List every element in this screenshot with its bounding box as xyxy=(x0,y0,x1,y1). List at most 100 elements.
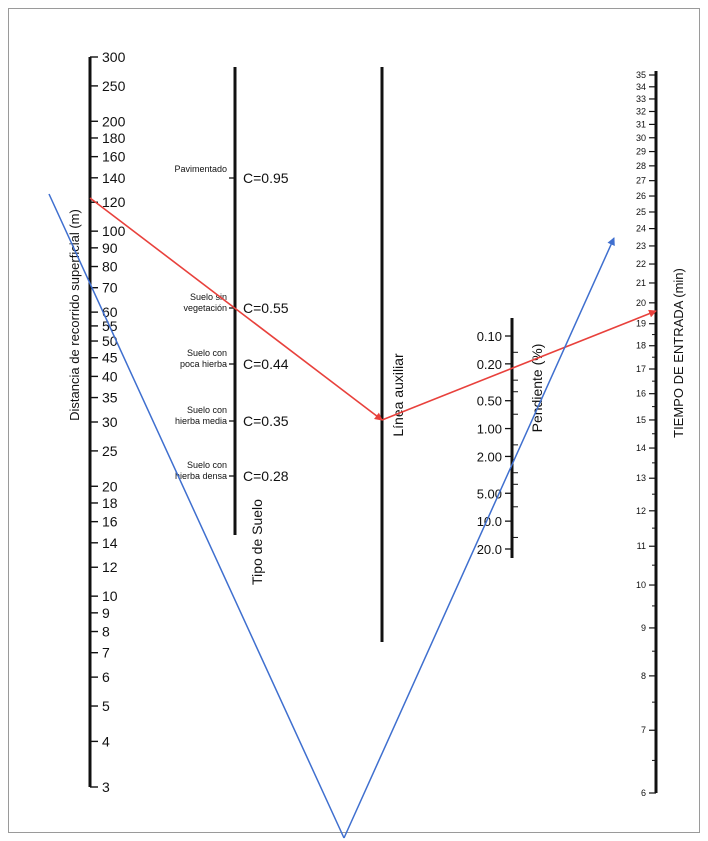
blue-path-segment-1 xyxy=(48,193,345,839)
distance-tick-label: 40 xyxy=(102,368,118,384)
distance-tick-label: 5 xyxy=(102,698,110,714)
distance-tick-label: 25 xyxy=(102,443,118,459)
time-tick-label: 29 xyxy=(636,147,646,157)
soil-c-value: C=0.55 xyxy=(243,300,289,316)
distance-tick-label: 50 xyxy=(102,333,118,349)
time-tick-label: 19 xyxy=(636,319,646,329)
time-tick-label: 6 xyxy=(641,788,646,798)
red-path-segment-1 xyxy=(89,197,383,421)
blue-path-segment-2 xyxy=(343,237,615,839)
time-tick-label: 11 xyxy=(637,541,646,551)
distance-tick-label: 3 xyxy=(102,779,110,795)
blue-example-path xyxy=(48,193,615,839)
time-tick-label: 18 xyxy=(636,341,646,351)
distance-tick-label: 140 xyxy=(102,170,126,186)
soil-type-name: Suelo con xyxy=(187,460,227,470)
time-tick-label: 22 xyxy=(636,259,646,269)
time-tick-label: 27 xyxy=(636,176,646,186)
distance-tick-label: 100 xyxy=(102,223,126,239)
time-tick-label: 9 xyxy=(641,623,646,633)
soil-axis-title: Tipo de Suelo xyxy=(249,499,265,585)
distance-tick-label: 200 xyxy=(102,113,126,129)
red-example-path xyxy=(89,197,657,421)
time-axis-title: TIEMPO DE ENTRADA (min) xyxy=(671,268,686,438)
soil-type-name: Pavimentado xyxy=(174,164,227,174)
time-tick-label: 12 xyxy=(636,506,646,516)
distance-tick-label: 6 xyxy=(102,669,110,685)
slope-tick-label: 0.10 xyxy=(477,329,502,344)
distance-tick-label: 160 xyxy=(102,149,126,165)
slope-tick-label: 2.00 xyxy=(477,449,502,464)
distance-axis: 3002502001801601401201009080706055504540… xyxy=(67,49,126,795)
time-tick-label: 33 xyxy=(636,94,646,104)
slope-tick-label: 0.50 xyxy=(477,394,502,409)
time-tick-label: 13 xyxy=(636,473,646,483)
distance-tick-label: 7 xyxy=(102,645,110,661)
distance-tick-label: 80 xyxy=(102,259,118,275)
soil-type-name: Suelo con xyxy=(187,405,227,415)
distance-tick-label: 18 xyxy=(102,495,118,511)
distance-tick-label: 10 xyxy=(102,588,118,604)
slope-tick-label: 10.0 xyxy=(477,514,502,529)
distance-tick-label: 180 xyxy=(102,130,126,146)
time-tick-label: 32 xyxy=(636,106,646,116)
soil-c-value: C=0.44 xyxy=(243,356,289,372)
distance-tick-label: 250 xyxy=(102,78,126,94)
soil-type-axis: C=0.95 Pavimentado C=0.55 Suelo sinvegetaci… xyxy=(174,67,289,585)
time-tick-label: 15 xyxy=(636,415,646,425)
distance-tick-label: 4 xyxy=(102,733,110,749)
time-tick-label: 31 xyxy=(636,119,646,129)
distance-tick-label: 9 xyxy=(102,605,110,621)
time-tick-label: 17 xyxy=(636,364,646,374)
slope-ticks: 0.10 0.20 0.50 1.00 2.00 5.00 10.0 20.0 xyxy=(477,329,518,557)
soil-type-name: poca hierba xyxy=(180,359,227,369)
slope-tick-label: 20.0 xyxy=(477,542,502,557)
red-path-segment-2 xyxy=(381,309,657,421)
slope-axis: 0.10 0.20 0.50 1.00 2.00 5.00 10.0 20.0 Pendien… xyxy=(477,318,545,558)
time-tick-label: 10 xyxy=(636,580,646,590)
time-tick-label: 26 xyxy=(636,191,646,201)
time-tick-label: 16 xyxy=(636,389,646,399)
distance-tick-label: 45 xyxy=(102,350,118,366)
soil-items: C=0.95 Pavimentado C=0.55 Suelo sinvegetaci… xyxy=(174,164,288,484)
distance-tick-label: 12 xyxy=(102,559,118,575)
time-tick-label: 21 xyxy=(636,278,646,288)
soil-c-value: C=0.35 xyxy=(243,413,289,429)
distance-tick-label: 35 xyxy=(102,390,118,406)
slope-axis-title: Pendiente (%) xyxy=(529,344,545,433)
auxiliary-axis: Línea auxiliar xyxy=(380,67,406,642)
distance-tick-label: 60 xyxy=(102,304,118,320)
distance-ticks: 3002502001801601401201009080706055504540… xyxy=(90,49,126,795)
soil-type-name: vegetación xyxy=(183,303,227,313)
time-tick-label: 8 xyxy=(641,671,646,681)
time-tick-label: 34 xyxy=(636,82,646,92)
slope-tick-label: 1.00 xyxy=(477,422,502,437)
time-tick-label: 35 xyxy=(636,70,646,80)
time-tick-label: 23 xyxy=(636,241,646,251)
slope-tick-label: 0.20 xyxy=(477,357,502,372)
distance-tick-label: 120 xyxy=(102,194,126,210)
time-tick-label: 20 xyxy=(636,298,646,308)
time-axis: 6 7 8 9 10 11 12 13 14 15 16 17 18 19 20 21 22 23 24 25 26 27… xyxy=(636,70,686,798)
time-tick-label: 30 xyxy=(636,133,646,143)
time-tick-label: 24 xyxy=(636,224,646,234)
distance-tick-label: 90 xyxy=(102,240,118,256)
distance-tick-label: 300 xyxy=(102,49,126,65)
distance-tick-label: 20 xyxy=(102,478,118,494)
distance-tick-label: 16 xyxy=(102,514,118,530)
time-tick-label: 14 xyxy=(636,443,646,453)
soil-type-name: Suelo sin xyxy=(190,292,227,302)
time-tick-label: 25 xyxy=(636,207,646,217)
auxiliary-axis-title: Línea auxiliar xyxy=(390,353,406,437)
soil-type-name: hierba densa xyxy=(175,471,227,481)
time-tick-label: 28 xyxy=(636,161,646,171)
soil-type-name: hierba media xyxy=(175,416,227,426)
soil-type-name: Suelo con xyxy=(187,348,227,358)
slope-tick-label: 5.00 xyxy=(477,486,502,501)
soil-c-value: C=0.28 xyxy=(243,468,289,484)
time-tick-label: 7 xyxy=(641,725,646,735)
time-ticks: 6 7 8 9 10 11 12 13 14 15 16 17 18 19 20 21 22 23 24 25 26 27… xyxy=(636,70,656,798)
distance-tick-label: 14 xyxy=(102,535,118,551)
distance-tick-label: 70 xyxy=(102,280,118,296)
